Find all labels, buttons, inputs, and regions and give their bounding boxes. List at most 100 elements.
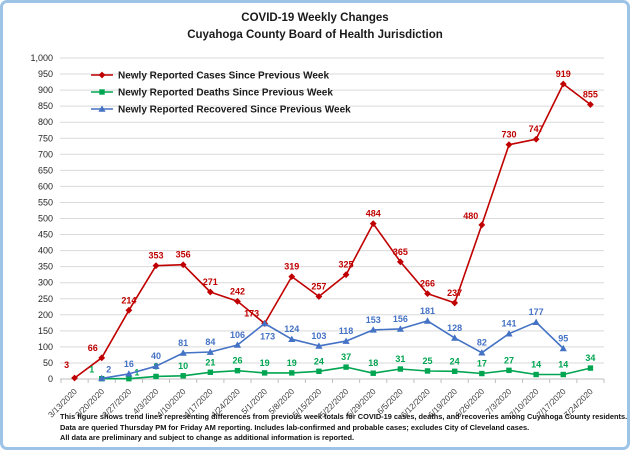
data-label: 1 <box>89 365 94 375</box>
data-point-marker <box>506 367 512 374</box>
data-label: 747 <box>529 124 544 134</box>
footnotes: This figure shows trend lines representi… <box>60 412 627 444</box>
data-point-marker <box>533 371 539 378</box>
y-axis-tick-label: 500 <box>38 214 53 224</box>
data-point-marker <box>261 370 268 376</box>
y-axis-tick-label: 750 <box>38 133 53 143</box>
data-label: 17 <box>477 359 487 369</box>
data-point-marker <box>179 349 187 356</box>
legend-label: Newly Reported Recovered Since Previous … <box>118 105 351 116</box>
y-axis-tick-label: 450 <box>38 230 53 240</box>
series-deaths: 11810212619192437183125241727141434 <box>89 352 595 382</box>
data-label: 128 <box>447 323 462 333</box>
data-label: 24 <box>450 356 460 366</box>
data-label: 19 <box>287 358 297 368</box>
data-label: 173 <box>260 331 275 341</box>
data-point-marker <box>397 366 404 372</box>
data-point-marker <box>424 368 431 374</box>
data-point-marker <box>288 335 296 342</box>
data-point-marker <box>451 334 459 341</box>
data-label: 37 <box>341 352 351 362</box>
series-line <box>74 83 591 379</box>
data-label: 242 <box>230 286 245 296</box>
data-label: 82 <box>477 338 487 348</box>
data-label: 106 <box>230 330 245 340</box>
data-point-marker <box>206 348 214 355</box>
data-label: 271 <box>203 277 218 287</box>
y-axis-tick-label: 350 <box>38 262 53 272</box>
data-label: 365 <box>393 247 408 257</box>
data-point-marker <box>207 369 214 375</box>
legend-marker-icon <box>99 89 105 95</box>
y-axis-tick-label: 800 <box>38 117 53 127</box>
footnote-line: All data are preliminary and subject to … <box>60 433 355 443</box>
data-label: 66 <box>88 343 98 353</box>
y-axis-tick-label: 900 <box>38 85 53 95</box>
footnote-line: This figure shows trend lines representi… <box>60 412 628 421</box>
data-label: 34 <box>585 353 595 363</box>
data-point-marker <box>233 341 242 348</box>
data-point-marker <box>587 101 594 108</box>
data-point-marker <box>288 273 296 281</box>
y-axis-tick-label: 200 <box>38 310 53 320</box>
y-axis-tick-label: 550 <box>38 197 53 207</box>
y-axis-tick-label: 150 <box>38 326 53 336</box>
chart-canvas: 0 50 100 150 200 250 300 350 400 450 500 550 600 650 7… <box>30 53 605 420</box>
data-point-marker <box>478 221 486 229</box>
y-axis-tick-label: 250 <box>38 294 53 304</box>
data-point-marker <box>234 297 241 305</box>
data-point-marker <box>315 293 323 300</box>
data-label: 153 <box>366 315 381 325</box>
data-point-marker <box>587 365 594 371</box>
chart-title-block: COVID-19 Weekly Changes Cuyahoga County … <box>3 10 627 44</box>
data-point-marker <box>153 373 159 380</box>
data-label: 484 <box>366 209 381 219</box>
data-point-marker <box>424 290 431 298</box>
data-label: 353 <box>149 251 164 261</box>
data-label: 124 <box>284 324 299 334</box>
data-label: 3 <box>64 360 69 370</box>
data-point-marker <box>234 367 241 374</box>
data-point-marker <box>478 349 486 356</box>
data-point-marker <box>315 342 323 349</box>
data-label: 40 <box>151 351 161 361</box>
data-point-marker <box>532 318 540 325</box>
y-axis-tick-label: 700 <box>38 149 53 159</box>
data-label: 31 <box>395 354 405 364</box>
data-point-marker <box>559 344 567 352</box>
data-label: 16 <box>124 359 134 369</box>
data-point-marker <box>152 362 160 369</box>
data-point-marker <box>71 374 78 382</box>
data-label: 118 <box>339 326 354 336</box>
data-label: 1 <box>134 368 139 378</box>
legend-label: Newly Reported Cases Since Previous Week <box>118 71 329 82</box>
data-label: 26 <box>232 356 242 366</box>
data-point-marker <box>342 271 350 279</box>
data-label: 855 <box>583 90 598 100</box>
data-label: 319 <box>284 262 299 272</box>
data-point-marker <box>261 319 269 327</box>
legend-item: Newly Reported Cases Since Previous Week <box>91 71 329 82</box>
data-label: 25 <box>423 356 433 366</box>
y-axis-tick-label: 100 <box>38 342 53 352</box>
data-label: 103 <box>311 331 326 341</box>
data-label: 919 <box>556 69 571 79</box>
data-point-marker <box>125 306 133 314</box>
chart-title: COVID-19 Weekly Changes <box>241 12 389 24</box>
data-point-marker <box>98 374 106 382</box>
data-point-marker <box>560 371 566 378</box>
data-label: 480 <box>463 211 478 221</box>
data-label: 24 <box>314 356 324 366</box>
data-point-marker <box>343 364 349 370</box>
legend: Newly Reported Cases Since Previous Week… <box>91 71 351 116</box>
y-axis-tick-label: 0 <box>48 374 53 384</box>
y-axis-tick-label: 400 <box>38 246 53 256</box>
chart-subtitle: Cuyahoga County Board of Health Jurisdic… <box>187 29 443 41</box>
data-label: 2 <box>106 364 111 374</box>
data-point-marker <box>505 330 513 337</box>
data-point-marker <box>479 370 485 377</box>
legend-marker-icon <box>98 105 106 112</box>
data-label: 266 <box>420 279 435 289</box>
